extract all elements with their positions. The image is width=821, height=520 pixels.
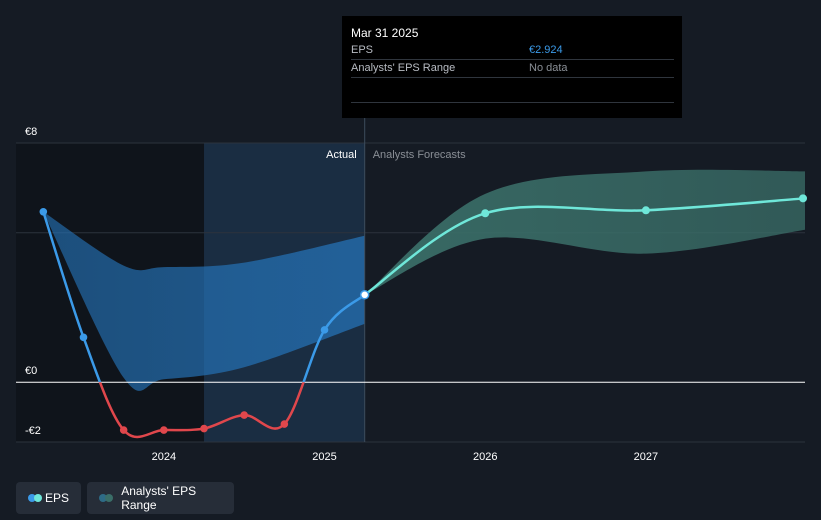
legend-range-label: Analysts' EPS Range	[121, 484, 197, 512]
eps-point	[39, 207, 48, 216]
tooltip-eps-value: €2.924	[529, 44, 563, 56]
eps-point	[79, 333, 88, 342]
range-bands	[43, 169, 805, 391]
actual-region-label: Actual	[326, 149, 357, 161]
eps-swatch-icon	[28, 494, 42, 502]
eps-point-current	[359, 290, 370, 300]
legend-eps-label: EPS	[44, 491, 69, 505]
legend-eps-button[interactable]: EPS	[16, 482, 81, 514]
forecast-range-band	[364, 169, 805, 295]
forecast-point	[481, 209, 490, 218]
eps-point	[280, 420, 289, 428]
data-tooltip: Mar 31 2025 EPS €2.924 Analysts' EPS Ran…	[342, 16, 682, 118]
x-axis-labels: 2024 2025 2026 2027	[152, 451, 659, 463]
legend-range-button[interactable]: Analysts' EPS Range	[87, 482, 234, 514]
y-tick-label: €8	[25, 126, 37, 138]
tooltip-range-value: No data	[529, 62, 568, 74]
y-tick-label: €0	[25, 365, 37, 377]
forecast-point	[799, 194, 807, 203]
x-tick-label: 2025	[312, 451, 336, 463]
tooltip-row-range: Analysts' EPS Range No data	[351, 60, 674, 78]
x-tick-label: 2027	[634, 451, 658, 463]
forecast-line	[364, 197, 806, 296]
tooltip-date: Mar 31 2025	[351, 26, 419, 40]
eps-chart: €8 €0 -€2 2024 2025 2026 2027 Actual Analysts…	[16, 117, 807, 463]
eps-point	[160, 426, 168, 434]
eps-point	[320, 326, 329, 334]
y-axis-labels: €8 €0 -€2	[25, 126, 41, 437]
forecast-point	[641, 206, 650, 215]
eps-points[interactable]	[39, 194, 807, 434]
tooltip-row-eps: EPS €2.924	[351, 42, 674, 60]
eps-point	[200, 424, 208, 433]
range-swatch-icon	[99, 494, 113, 502]
y-tick-label: -€2	[25, 425, 41, 437]
tooltip-eps-label: EPS	[351, 44, 374, 56]
x-tick-label: 2024	[152, 451, 176, 463]
forecast-region-label: Analysts Forecasts	[373, 149, 466, 161]
eps-point	[119, 426, 128, 434]
x-tick-label: 2026	[473, 451, 497, 463]
eps-point	[240, 411, 248, 419]
tooltip-range-label: Analysts' EPS Range	[351, 62, 456, 74]
tooltip-divider	[351, 78, 674, 103]
actual-range-band	[43, 211, 365, 391]
eps-line-negative	[98, 382, 305, 439]
